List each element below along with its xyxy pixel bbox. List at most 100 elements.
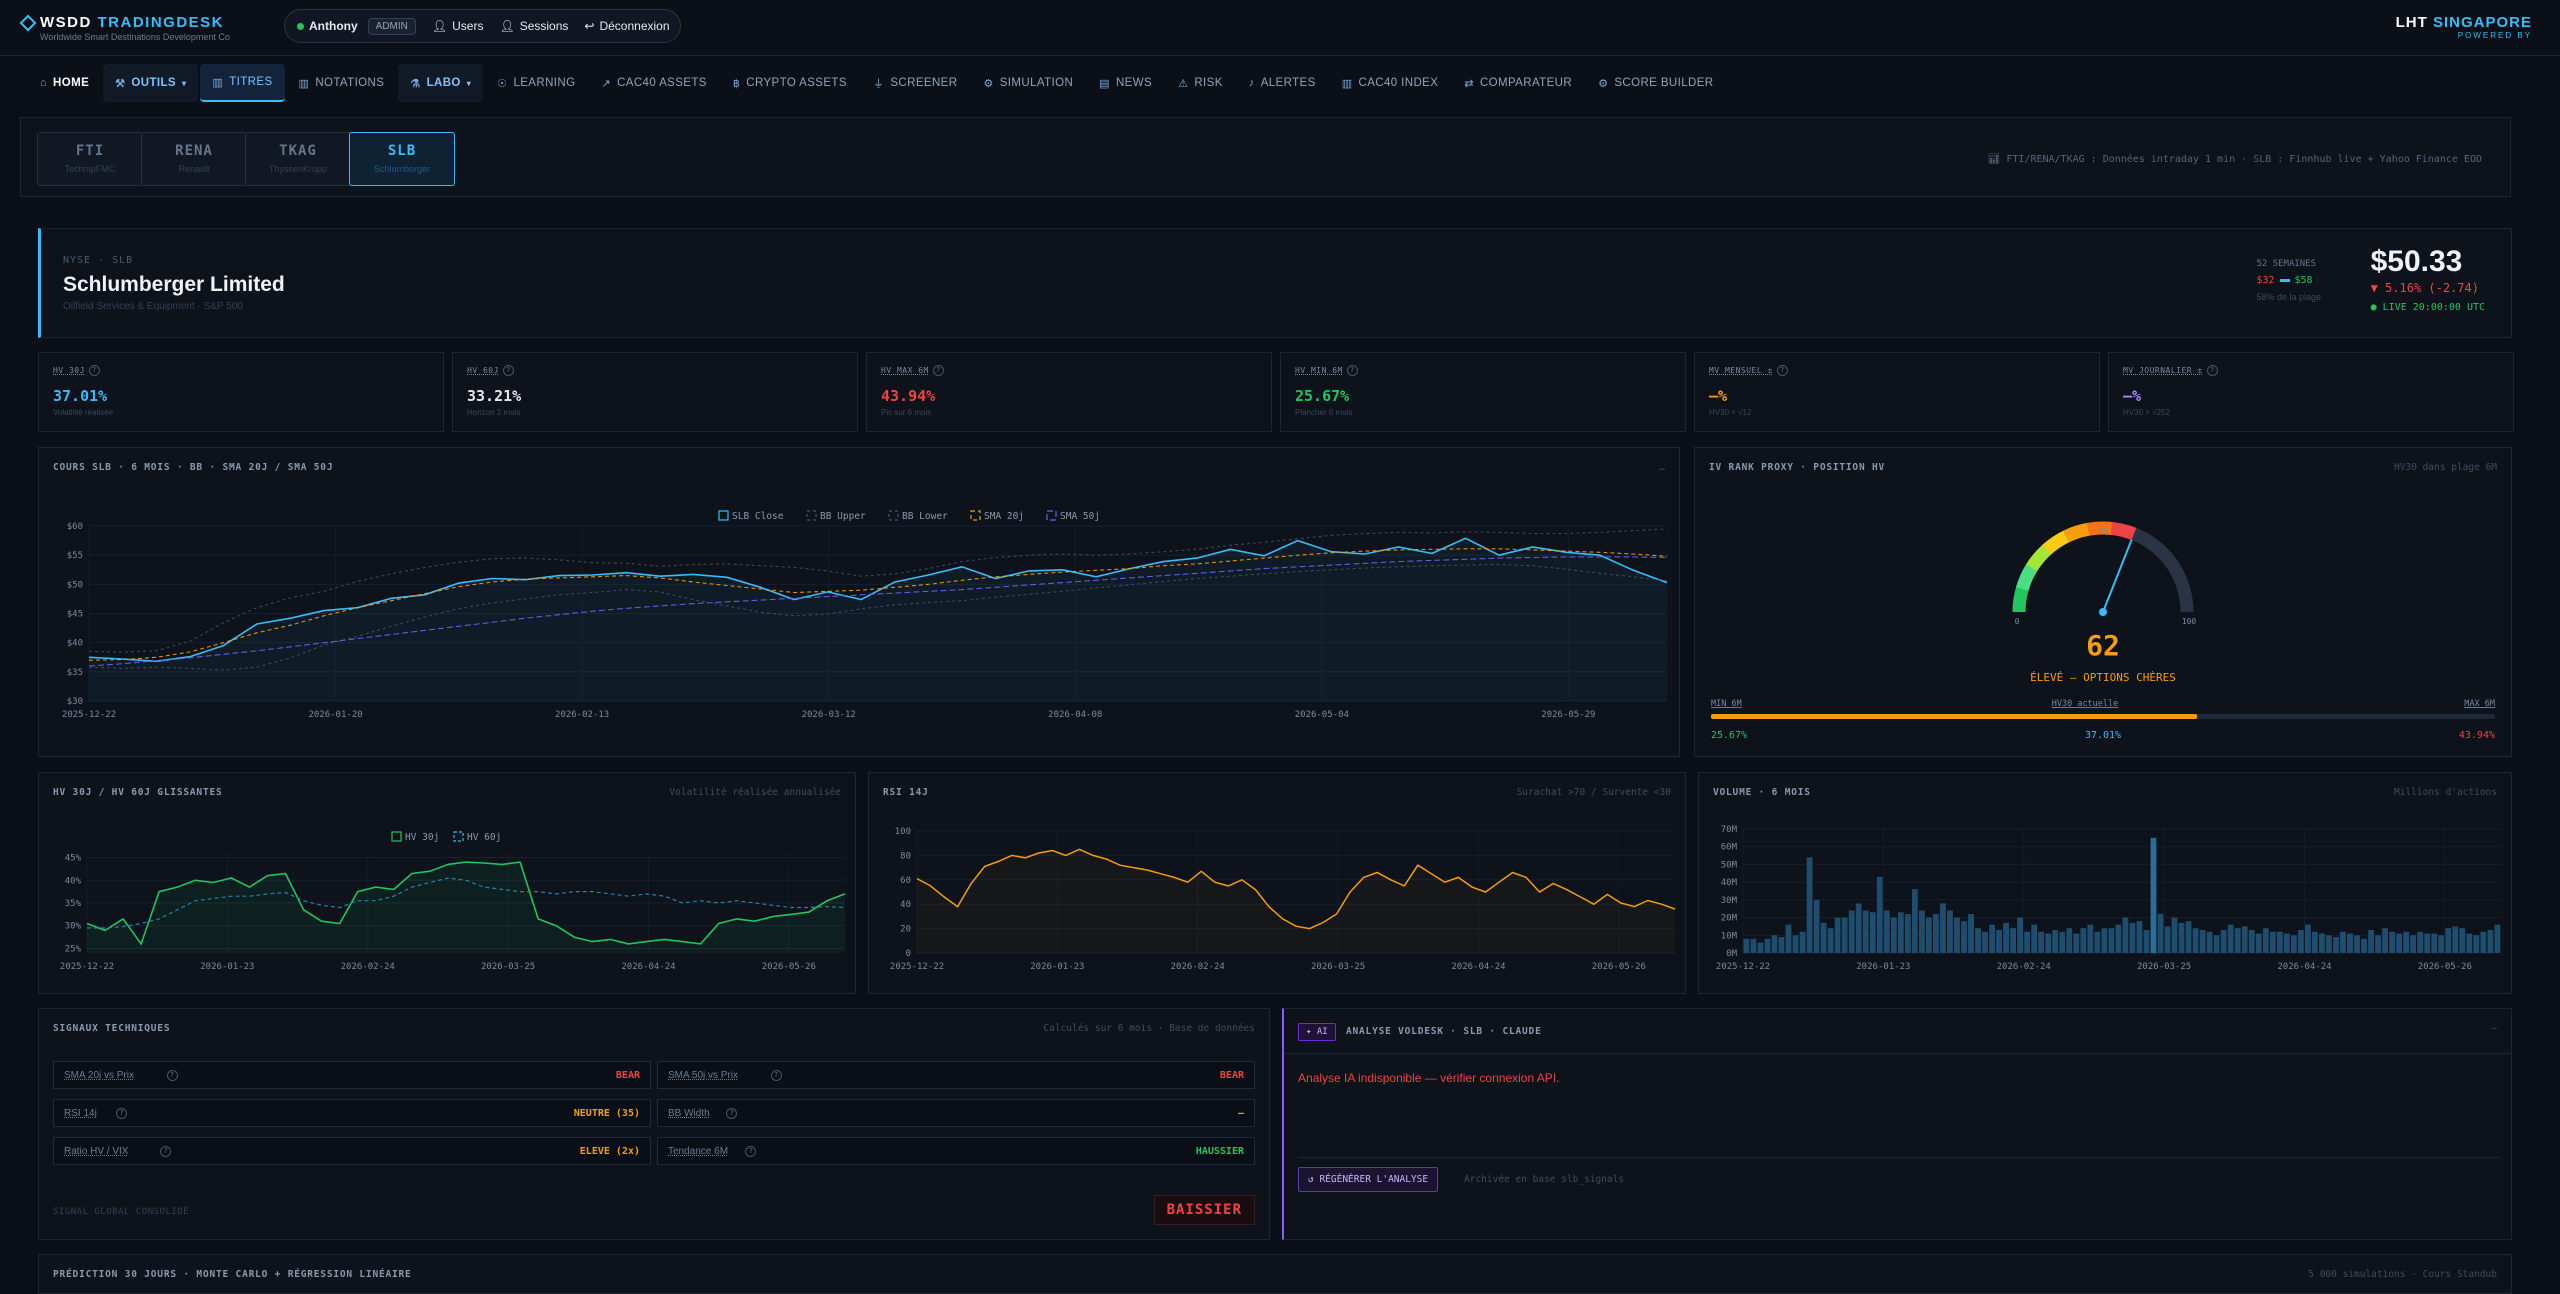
help-icon[interactable]: ? <box>726 1108 738 1119</box>
x-tick-label: 2026-02-13 <box>555 710 609 720</box>
help-icon[interactable]: ? <box>116 1108 128 1119</box>
nav-item-labo[interactable]: ⚗ LABO ▾ <box>398 64 484 102</box>
nav-item-screener[interactable]: ⏚ SCREENER <box>861 64 970 102</box>
nav-item-titres[interactable]: ▥ TITRES <box>200 64 285 102</box>
help-icon[interactable]: ? <box>160 1146 172 1157</box>
ticker-symbol: FTI <box>75 143 105 159</box>
volume-bar <box>2312 931 2318 953</box>
users-link[interactable]: 👤︎ Users <box>432 19 484 33</box>
nav-label: SCORE BUILDER <box>1614 77 1714 89</box>
volume-bar <box>1806 857 1813 953</box>
ticker-tab-rena[interactable]: RENA Renault <box>141 132 247 186</box>
legend-hv-30j[interactable]: HV 30j <box>405 832 439 843</box>
volume-bar <box>2087 924 2094 953</box>
nav-item-score-builder[interactable]: ⚙ SCORE BUILDER <box>1586 64 1725 102</box>
y-tick-label: $55 <box>67 551 83 561</box>
chevron-down-icon: ▾ <box>466 78 472 88</box>
gauge-fill-segment <box>2015 563 2038 591</box>
legend-hv-60j[interactable]: HV 60j <box>467 832 501 843</box>
legend-slb-close[interactable]: SLB Close <box>732 511 784 522</box>
regenerate-analysis-button[interactable]: ↺ RÉGÉNÉRER L'ANALYSE <box>1298 1167 1439 1192</box>
technical-signals-panel: SIGNAUX TECHNIQUES Calculés sur 6 mois ·… <box>38 1008 1270 1240</box>
signal-row: SMA 20j vs Prix? BEAR <box>53 1061 651 1089</box>
nav-item-notations[interactable]: ▥ NOTATIONS <box>287 64 397 102</box>
x-tick-label: 2026-04-08 <box>1048 710 1102 720</box>
volume-bar <box>1904 914 1911 953</box>
volume-bar <box>2010 928 2017 953</box>
nav-item-outils[interactable]: ⚒ OUTILS ▾ <box>103 64 199 102</box>
legend-bb-lower-swatch <box>888 510 899 521</box>
volume-bar <box>1918 910 1925 953</box>
volume-bar <box>2150 837 2157 953</box>
home-icon: ⌂ <box>40 77 48 89</box>
nav-item-news[interactable]: ▤ NEWS <box>1087 64 1164 102</box>
ticker-tab-fti[interactable]: FTI TechnipFMC <box>37 132 143 186</box>
help-icon[interactable]: ? <box>166 1070 178 1081</box>
metric-card-5: MV MENSUEL ±? —% HV30 × √12 <box>1694 352 2100 432</box>
y-tick-label: $60 <box>67 522 83 532</box>
volume-bar <box>2445 928 2452 953</box>
nav-item-cac40-index[interactable]: ▥ CAC40 INDEX <box>1330 64 1451 102</box>
help-icon[interactable]: ? <box>770 1070 782 1081</box>
help-icon[interactable]: ? <box>745 1146 757 1157</box>
logout-button[interactable]: ↩ Déconnexion <box>584 19 669 33</box>
sessions-link[interactable]: 👤︎ Sessions <box>499 19 568 33</box>
volume-bar <box>1961 921 1967 953</box>
ai-divider-2 <box>1298 1157 2500 1158</box>
nav-item-risk[interactable]: ⚠ RISK <box>1166 64 1235 102</box>
volume-bar <box>2220 929 2227 953</box>
nav-label: NOTATIONS <box>315 77 385 89</box>
nav-item-crypto-assets[interactable]: ฿ CRYPTO ASSETS <box>721 64 859 102</box>
volume-bar <box>1785 924 1792 953</box>
volume-bar <box>2389 931 2396 953</box>
legend-bb-lower[interactable]: BB Lower <box>902 511 948 522</box>
trend-icon: ↗ <box>601 77 612 90</box>
nav-item-simulation[interactable]: ⚙ SIMULATION <box>971 64 1085 102</box>
help-icon[interactable]: ? <box>502 365 514 376</box>
volume-bar <box>2073 933 2080 953</box>
volume-bar <box>2262 928 2269 953</box>
brand[interactable]: WSDD TRADINGDESK Worldwide Smart Destina… <box>19 14 230 42</box>
gauge-right: HV30 dans plage 6M <box>2394 462 2497 473</box>
ticker-source-info: 📊︎ FTI/RENA/TKAG : Données intraday 1 mi… <box>1987 154 2482 165</box>
gauge-track <box>2012 521 2194 613</box>
ticker-tab-tkag[interactable]: TKAG ThyssenKrupp <box>245 132 351 186</box>
price-change: ▼ 5.16% (-2.74) <box>2370 281 2479 295</box>
nav-item-home[interactable]: ⌂ HOME <box>28 64 101 102</box>
user-name[interactable]: Anthony <box>309 19 358 33</box>
help-icon[interactable]: ? <box>2206 365 2218 376</box>
ticker-tab-slb[interactable]: SLB Schlumberger <box>349 132 455 186</box>
x-tick-label: 2026-05-04 <box>1295 710 1349 720</box>
legend-sma-50j[interactable]: SMA 50j <box>1060 511 1100 522</box>
legend-sma-20j[interactable]: SMA 20j <box>984 511 1024 522</box>
gauge-fill-segment <box>2063 522 2091 543</box>
volume-bar <box>1933 914 1939 953</box>
nav-item-alertes[interactable]: ♪ ALERTES <box>1237 64 1328 102</box>
ai-menu[interactable]: — <box>2491 1023 2497 1034</box>
live-status: ● LIVE 20:00:00 UTC <box>2370 302 2485 313</box>
nav-item-comparateur[interactable]: ⇄ COMPARATEUR <box>1452 64 1584 102</box>
volume-bar <box>2410 935 2417 953</box>
x-tick-label: 2026-04-24 <box>1451 962 1505 972</box>
52w-label: 52 SEMAINES <box>2256 259 2317 269</box>
help-icon[interactable]: ? <box>932 365 944 376</box>
x-tick-label: 2026-02-24 <box>341 962 395 972</box>
volume-bar <box>1799 931 1806 953</box>
volume-bar <box>2368 929 2374 953</box>
volume-bar <box>1947 910 1953 953</box>
signal-row: BB Width? — <box>657 1099 1255 1127</box>
help-icon[interactable]: ? <box>88 365 100 376</box>
gauge-needle <box>2102 539 2133 613</box>
nav-item-cac40-assets[interactable]: ↗ CAC40 ASSETS <box>589 64 718 102</box>
y-tick-label: 25% <box>65 944 82 954</box>
price-chart-menu[interactable]: … <box>1659 462 1665 473</box>
help-icon[interactable]: ? <box>1776 365 1788 376</box>
legend-bb-upper[interactable]: BB Upper <box>820 511 866 522</box>
52w-bar <box>2279 279 2290 282</box>
metric-label-text: HV 30J <box>53 366 85 375</box>
signal-name: Tendance 6M <box>668 1146 729 1157</box>
signal-row: RSI 14j? NEUTRE (35) <box>53 1099 651 1127</box>
help-icon[interactable]: ? <box>1346 365 1358 376</box>
nav-item-learning[interactable]: ☉ LEARNING <box>485 64 587 102</box>
volume-bar <box>2326 935 2332 953</box>
